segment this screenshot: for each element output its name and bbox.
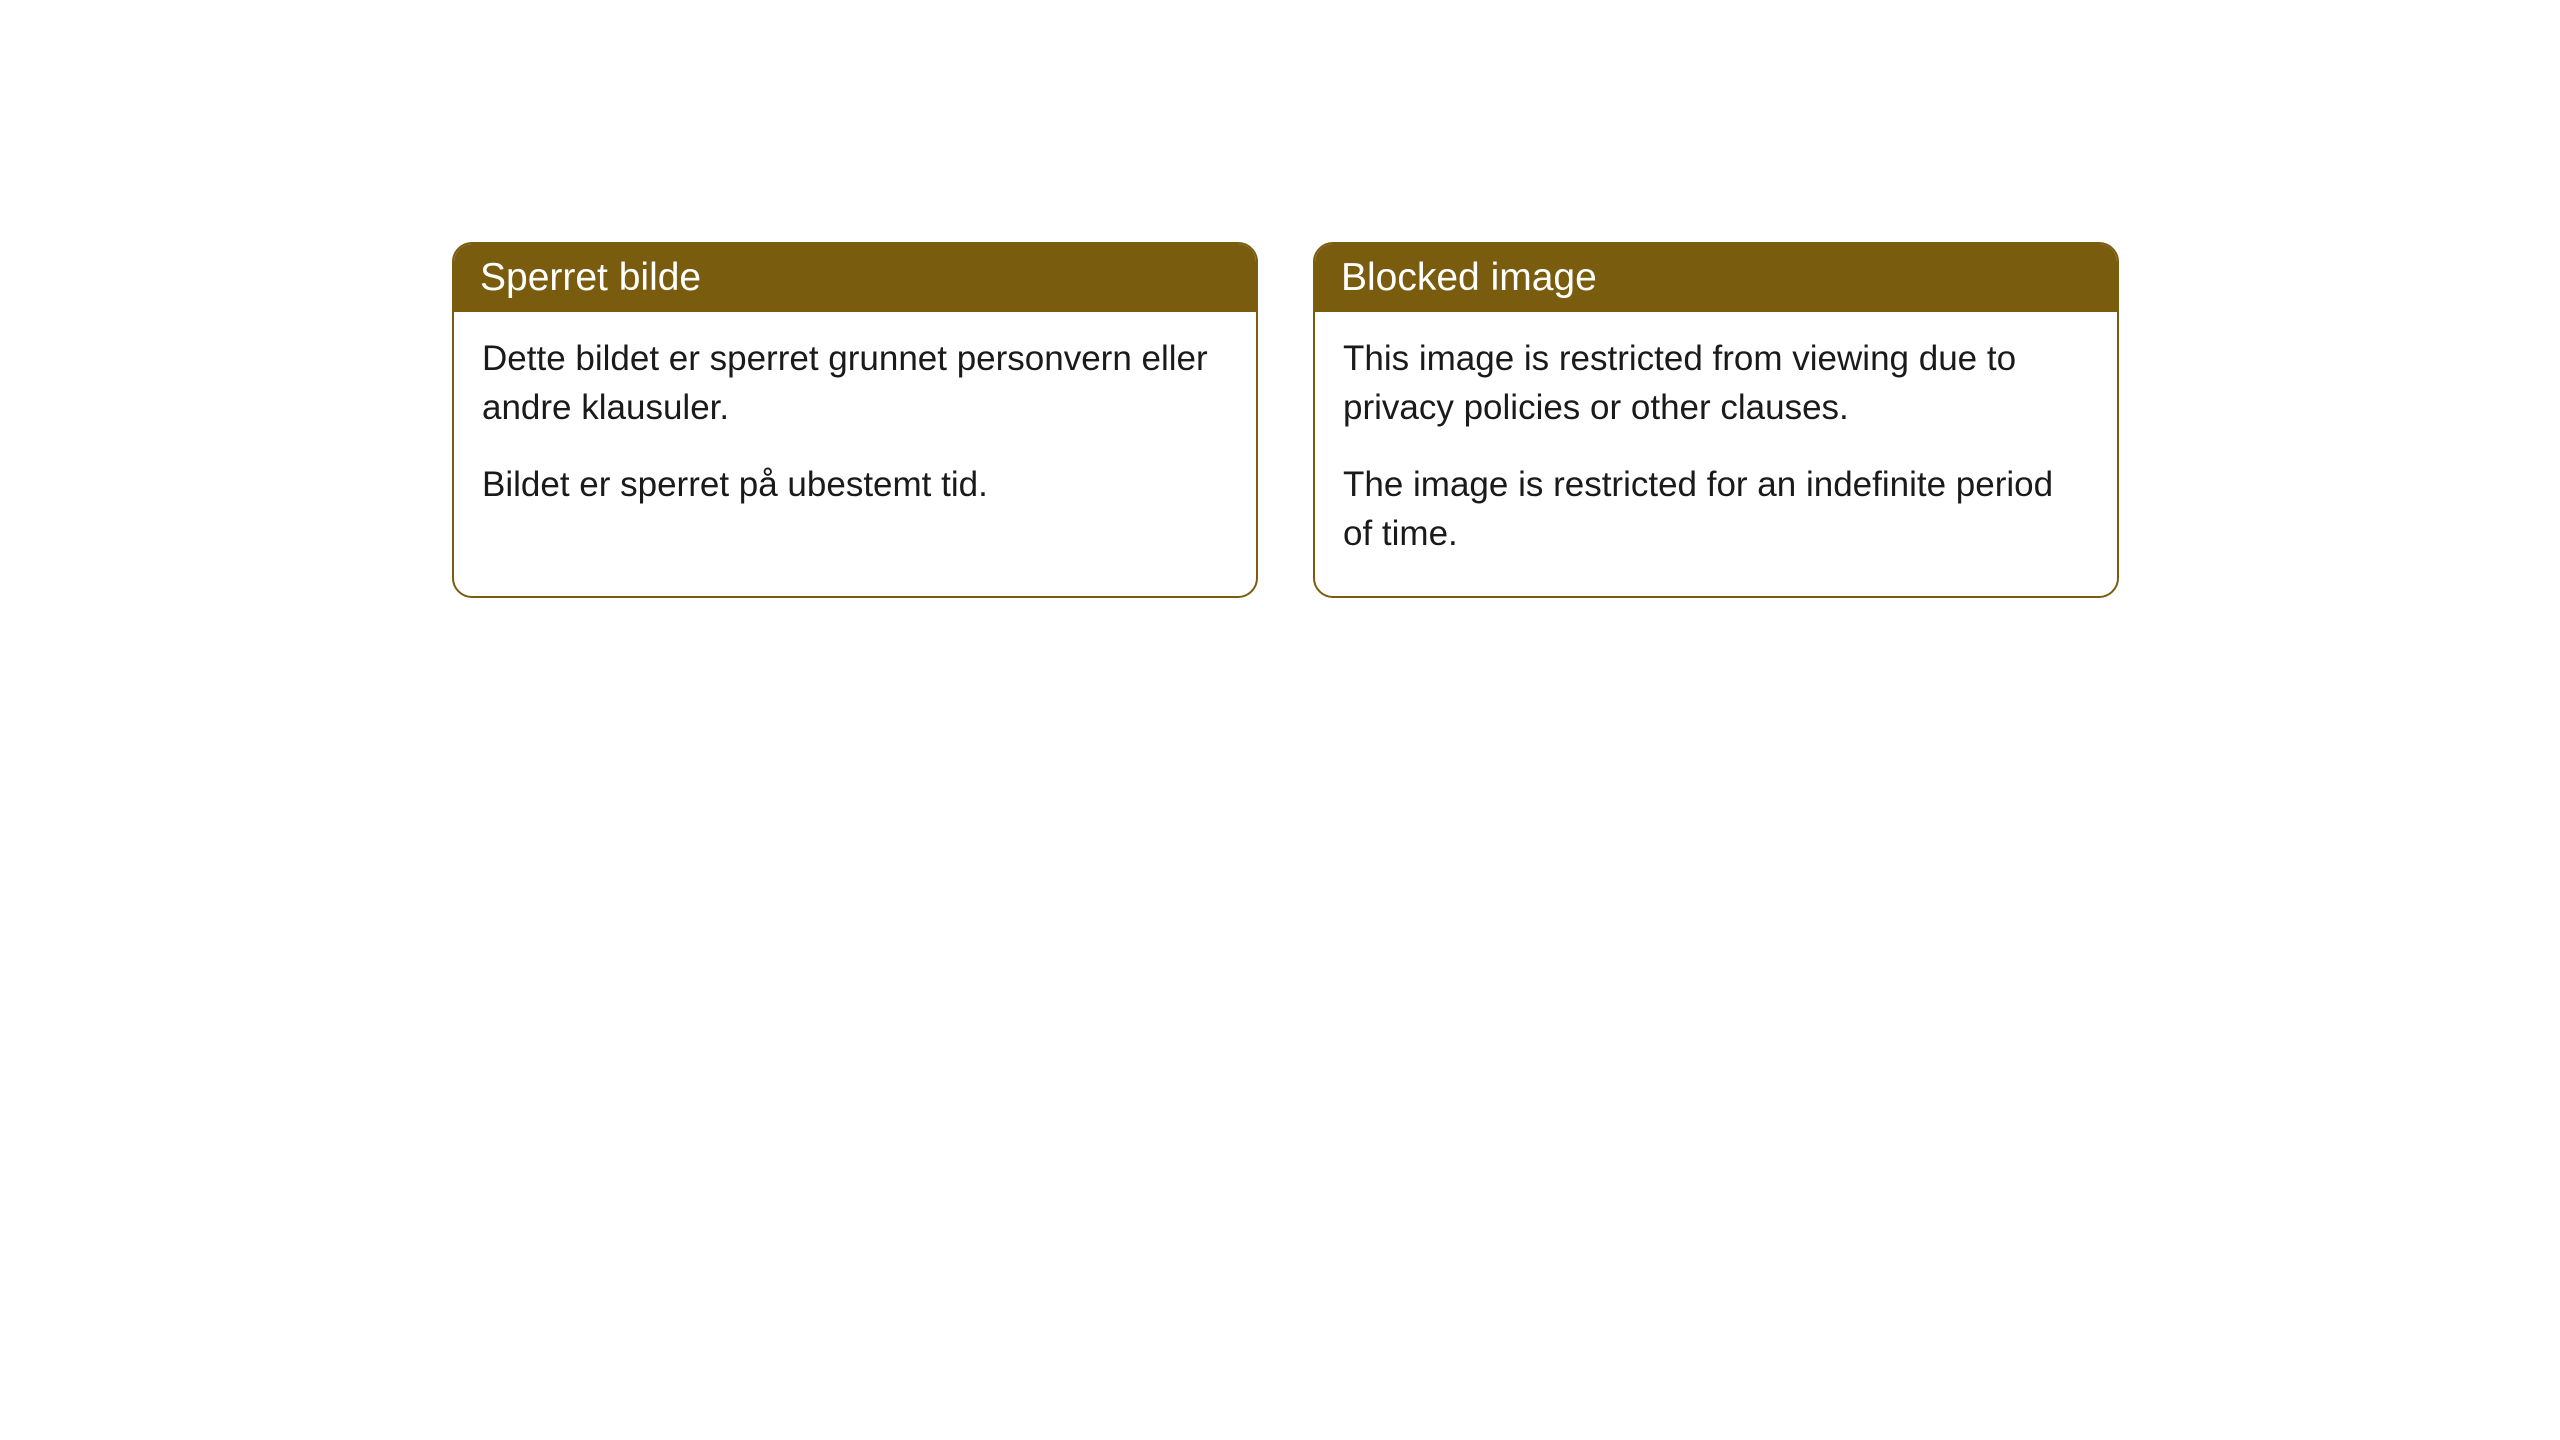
card-body: Dette bildet er sperret grunnet personve… [454,312,1256,547]
notice-cards-container: Sperret bilde Dette bildet er sperret gr… [452,242,2119,598]
notice-card-norwegian: Sperret bilde Dette bildet er sperret gr… [452,242,1258,598]
card-paragraph: This image is restricted from viewing du… [1343,334,2089,432]
card-title: Blocked image [1341,256,1597,299]
card-header: Sperret bilde [454,244,1256,312]
card-paragraph: The image is restricted for an indefinit… [1343,460,2089,558]
card-title: Sperret bilde [480,256,701,299]
card-paragraph: Dette bildet er sperret grunnet personve… [482,334,1228,432]
card-body: This image is restricted from viewing du… [1315,312,2117,596]
card-header: Blocked image [1315,244,2117,312]
card-paragraph: Bildet er sperret på ubestemt tid. [482,460,1228,509]
notice-card-english: Blocked image This image is restricted f… [1313,242,2119,598]
